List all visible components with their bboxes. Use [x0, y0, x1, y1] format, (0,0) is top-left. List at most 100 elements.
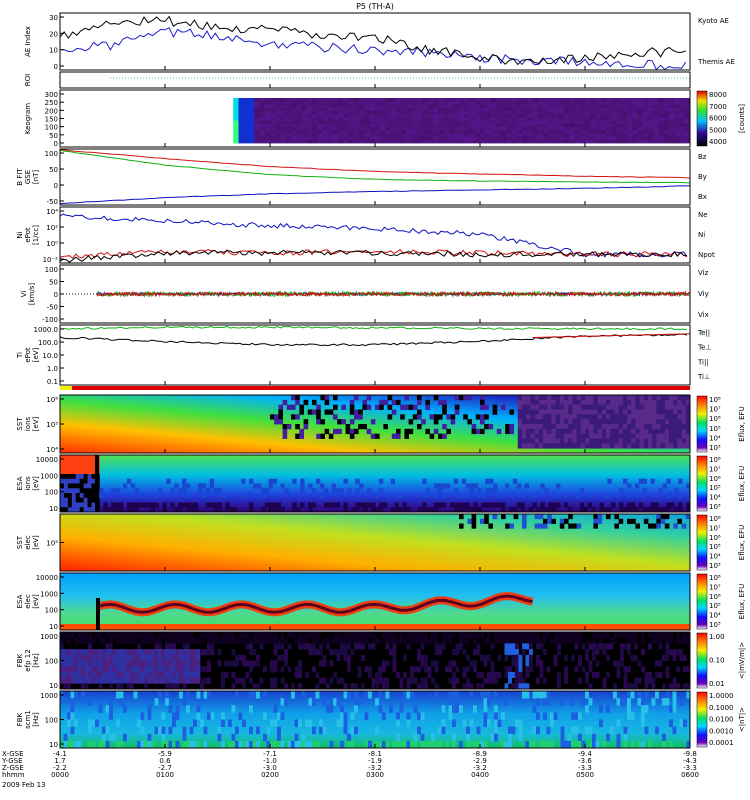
x-axis-t-value: 0000 — [51, 771, 69, 779]
colorbar-unit: Eflux, EFU — [738, 406, 746, 441]
colorbar-tick-label: 0.1000 — [709, 704, 734, 712]
y-tick-label: 10⁰ — [46, 240, 58, 248]
colorbar-tick-label: 10⁵ — [709, 543, 721, 551]
y-tick-label: 10 — [49, 47, 58, 55]
y-axis-label: ePot — [24, 227, 32, 243]
y-tick-label: 10 — [49, 741, 58, 749]
legend-npot: Npot — [698, 251, 715, 259]
colorbar-fbk2 — [696, 691, 708, 748]
y-tick-label: 1000 — [40, 633, 58, 641]
temp-series-te-perp — [532, 333, 691, 339]
colorbar-tick-label: 1.00 — [709, 633, 725, 641]
colorbar-unit: <|mV/m|> — [738, 642, 746, 679]
y-axis-label: [eV] — [32, 347, 40, 362]
colorbar-tick-label: 8000 — [709, 91, 727, 99]
y-axis-label: [eV] — [32, 416, 40, 431]
y-tick-label: 1.0 — [47, 365, 58, 373]
y-axis-label: [eV] — [32, 535, 40, 550]
colorbar-tick-label: 10⁵ — [709, 484, 721, 492]
x-axis-x-value: -7.1 — [263, 750, 277, 758]
colorbar-tick-label: 10⁷ — [709, 406, 721, 414]
y-axis-label: ions — [24, 476, 32, 491]
bfield-series-bx — [59, 185, 691, 205]
bfield-series-bz — [59, 149, 691, 179]
x-axis-row-label: X-GSE — [2, 750, 24, 758]
x-axis-x-value: -8.9 — [473, 750, 487, 758]
colorbar-tick-label: 0.0001 — [709, 739, 734, 747]
y-tick-label: 100 — [45, 658, 58, 666]
y-axis-label: Ni — [16, 231, 24, 238]
y-axis-label: AE Index — [24, 26, 32, 57]
y-axis-label: [nT] — [32, 170, 40, 184]
colorbar-esa_i — [696, 455, 708, 512]
y-tick-label: 10⁴ — [46, 446, 58, 454]
legend-kyoto-ae: Kyoto AE — [698, 17, 729, 25]
colorbar-tick-label: 10⁴ — [709, 553, 721, 561]
y-tick-label: 100 — [45, 150, 58, 158]
colorbar-unit: Eflux, EFU — [738, 525, 746, 560]
x-axis-t-value: 0200 — [261, 771, 279, 779]
y-tick-label: 10000 — [36, 574, 58, 582]
y-axis-label: FBK — [16, 712, 24, 726]
y-tick-label: 10 — [49, 505, 58, 513]
sst-elec-noise — [459, 514, 691, 529]
y-tick-label: 10.0 — [42, 352, 58, 360]
y-tick-label: 10⁵ — [46, 421, 58, 429]
y-tick-label: 0 — [54, 291, 58, 299]
colorbar-tick-label: 10⁷ — [709, 583, 721, 591]
y-tick-label: 20 — [49, 30, 58, 38]
y-tick-label: 10 — [49, 623, 58, 631]
x-axis-t-value: 0300 — [366, 771, 384, 779]
esa-ions-noise — [60, 455, 691, 513]
x-axis-t-value: 0100 — [156, 771, 174, 779]
x-axis-z-value: -3.0 — [263, 764, 277, 772]
y-tick-label: 100 — [45, 607, 58, 615]
colorbar-tick-label: 0.01 — [709, 680, 725, 688]
y-tick-label: 150 — [45, 116, 58, 124]
colorbar-sst_e — [696, 514, 708, 571]
y-tick-label: 10⁻² — [43, 256, 59, 264]
keogram-image — [233, 98, 691, 144]
y-tick-label: 100 — [45, 124, 58, 132]
colorbar-tick-label: 10³ — [709, 562, 721, 570]
y-tick-label: 30 — [49, 14, 58, 22]
colorbar-tick-label: 10⁴ — [709, 434, 721, 442]
x-axis-x-value: -8.1 — [368, 750, 382, 758]
colorbar-tick-label: 6000 — [709, 115, 727, 123]
bfield-series-by — [59, 149, 690, 184]
x-axis-t-value: 0500 — [576, 771, 594, 779]
colorbar-tick-label: 10⁸ — [709, 574, 721, 582]
y-tick-label: 0 — [54, 63, 58, 71]
colorbar-unit: Eflux, EFU — [738, 584, 746, 619]
x-axis-z-value: -3.3 — [578, 764, 592, 772]
x-axis-row-label: hhmm — [2, 771, 25, 779]
y-axis-label: ePot — [24, 347, 32, 363]
fbk-efp-noise — [60, 632, 691, 690]
y-axis-label: Vi — [20, 291, 28, 298]
legend-ne: Ne — [698, 211, 708, 219]
sst-ions-noise — [270, 395, 691, 449]
colorbar-tick-label: 10⁴ — [709, 494, 721, 502]
y-axis-label: [eV] — [32, 476, 40, 491]
y-axis-label: elec — [24, 535, 32, 550]
esa-ions-gap — [95, 455, 99, 512]
colorbar-tick-label: 10³ — [709, 621, 721, 629]
y-tick-label: 200 — [45, 107, 58, 115]
legend-bx: Bx — [698, 193, 707, 201]
y-tick-label: 50 — [49, 166, 58, 174]
density-series-ni — [59, 249, 687, 263]
x-axis-z-value: -3.2 — [368, 764, 382, 772]
y-axis-label: SST — [16, 535, 24, 549]
x-axis-x-value: -4.1 — [53, 750, 67, 758]
colorbar-tick-label: 10³ — [709, 503, 721, 511]
x-axis-y-value: -1.0 — [263, 757, 277, 765]
y-axis-label: [eV] — [32, 594, 40, 609]
legend-viy: Viy — [698, 290, 709, 298]
y-tick-label: 1000 — [40, 472, 58, 480]
y-axis-label: GSE — [24, 170, 32, 184]
plot-title: P5 (TH-A) — [356, 2, 394, 11]
density-series-npot — [59, 213, 688, 258]
colorbar-tick-label: 10⁷ — [709, 524, 721, 532]
x-axis-x-value: -5.9 — [158, 750, 172, 758]
x-axis-y-value: -4.3 — [683, 757, 697, 765]
